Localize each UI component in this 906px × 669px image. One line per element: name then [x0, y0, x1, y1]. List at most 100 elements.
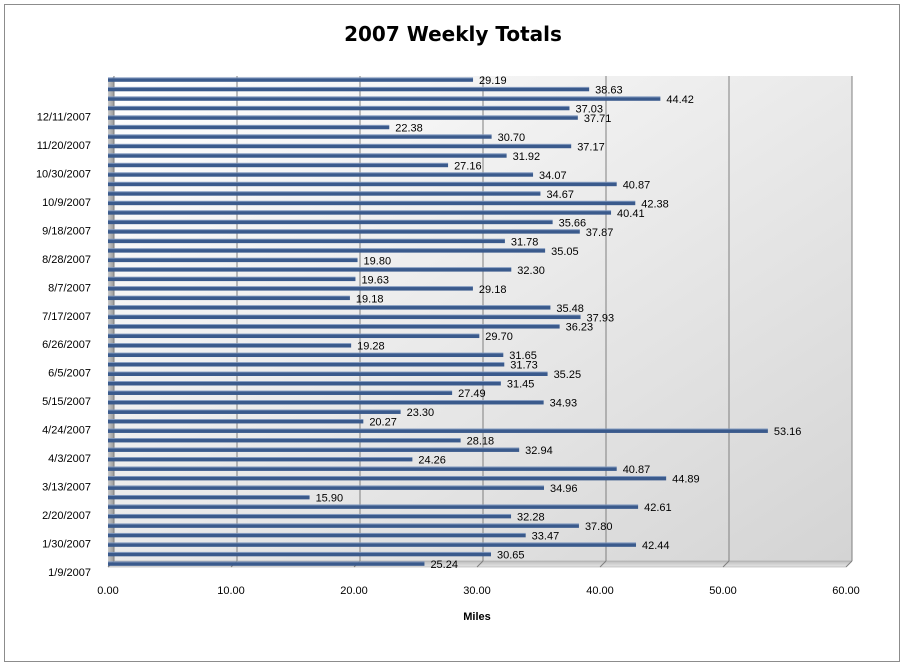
bar	[108, 372, 548, 376]
bar	[108, 296, 350, 301]
x-tick-label: 10.00	[217, 585, 245, 597]
y-tick-label: 10/9/2007	[42, 197, 91, 209]
data-label: 32.30	[517, 265, 545, 277]
data-label: 19.80	[364, 255, 392, 267]
y-tick-label: 10/30/2007	[36, 168, 91, 180]
bar	[108, 467, 617, 471]
bar	[108, 106, 570, 111]
data-label: 37.80	[585, 521, 613, 533]
bar	[108, 268, 512, 272]
data-label: 34.93	[550, 398, 578, 410]
bar	[108, 391, 453, 395]
data-label: 37.17	[577, 141, 605, 153]
data-label: 31.65	[509, 350, 537, 362]
y-tick-label: 6/5/2007	[48, 368, 91, 380]
bar	[108, 410, 401, 414]
bar-top-face	[108, 134, 492, 136]
x-tick-label: 60.00	[832, 585, 860, 597]
x-tick-label: 30.00	[463, 585, 491, 597]
data-label: 30.70	[498, 132, 526, 144]
bar	[108, 552, 491, 557]
data-label: 29.19	[479, 75, 507, 87]
bar	[108, 324, 560, 329]
data-label: 44.42	[666, 94, 694, 106]
data-label: 35.25	[554, 369, 582, 381]
bar	[108, 305, 551, 310]
data-label: 38.63	[595, 84, 623, 96]
bar-top-face	[108, 200, 636, 202]
data-label: 33.47	[532, 531, 560, 543]
data-label: 19.18	[356, 293, 384, 305]
bar	[108, 144, 572, 149]
y-tick-label: 2/20/2007	[42, 510, 91, 522]
x-tick-label: 0.00	[97, 585, 118, 597]
data-label: 35.48	[556, 303, 584, 315]
y-tick-label: 3/13/2007	[42, 482, 91, 494]
bar	[108, 258, 358, 263]
data-label: 34.96	[550, 483, 578, 495]
y-tick-label: 1/30/2007	[42, 539, 91, 551]
data-label: 31.73	[510, 360, 538, 372]
data-label: 53.16	[774, 426, 802, 438]
bar	[108, 78, 474, 82]
bar-top-face	[108, 238, 505, 240]
y-tick-label: 5/15/2007	[42, 396, 91, 408]
bar-top-face	[108, 561, 425, 563]
bar	[108, 277, 356, 282]
data-label: 15.90	[316, 493, 344, 505]
data-label: 35.05	[551, 246, 579, 258]
data-label: 42.38	[641, 198, 669, 210]
bar-top-face	[108, 257, 358, 259]
bar-top-face	[108, 124, 390, 126]
bar-top-face	[108, 438, 461, 439]
bar	[108, 429, 768, 433]
data-label: 19.28	[357, 341, 385, 353]
bar-top-face	[108, 210, 612, 212]
data-label: 29.18	[479, 284, 507, 296]
bar	[108, 211, 612, 215]
data-label: 31.78	[511, 236, 539, 248]
bar-top-face	[108, 191, 541, 193]
bar-top-face	[108, 371, 548, 373]
bar	[108, 125, 390, 130]
data-label: 20.27	[369, 417, 397, 429]
bar	[108, 116, 578, 120]
data-label: 37.93	[587, 312, 615, 324]
bar-top-face	[108, 457, 413, 458]
bar-top-face	[108, 267, 512, 269]
data-label: 28.18	[467, 436, 495, 448]
data-label: 44.89	[672, 474, 700, 486]
x-tick-label: 40.00	[586, 585, 614, 597]
gridline-floor	[845, 560, 853, 568]
bar-top-face	[108, 390, 453, 392]
data-label: 27.49	[458, 388, 486, 400]
gridline-floor	[476, 560, 484, 568]
data-label: 29.70	[485, 331, 513, 343]
bar-top-face	[108, 295, 350, 297]
y-tick-label: 12/11/2007	[37, 111, 91, 123]
bar-top-face	[108, 381, 501, 382]
data-label: 24.26	[418, 455, 446, 467]
bar-top-face	[108, 419, 364, 420]
bar	[108, 334, 480, 339]
data-label: 23.30	[407, 407, 435, 419]
bar-top-face	[108, 286, 473, 288]
bar-top-face	[108, 447, 520, 449]
bar	[108, 201, 636, 206]
data-label: 42.44	[642, 540, 670, 552]
bar-top-face	[108, 494, 310, 496]
bar	[108, 514, 512, 519]
y-tick-label: 6/26/2007	[42, 339, 91, 351]
data-label: 19.63	[361, 274, 389, 286]
data-label: 36.23	[566, 322, 594, 334]
bar-top-face	[108, 428, 768, 430]
y-tick-label: 9/18/2007	[42, 225, 91, 237]
bar-top-face	[108, 248, 546, 250]
side-wall	[108, 76, 114, 567]
data-label: 32.94	[525, 445, 553, 457]
data-label: 27.16	[454, 160, 482, 172]
data-label: 35.66	[559, 217, 587, 229]
bar	[108, 448, 520, 452]
bar	[108, 315, 581, 320]
